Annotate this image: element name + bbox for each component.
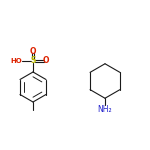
Text: HO: HO xyxy=(11,58,22,64)
Text: O: O xyxy=(30,46,36,56)
Text: O: O xyxy=(42,56,49,65)
Text: S: S xyxy=(30,56,36,65)
Text: NH₂: NH₂ xyxy=(98,105,112,114)
